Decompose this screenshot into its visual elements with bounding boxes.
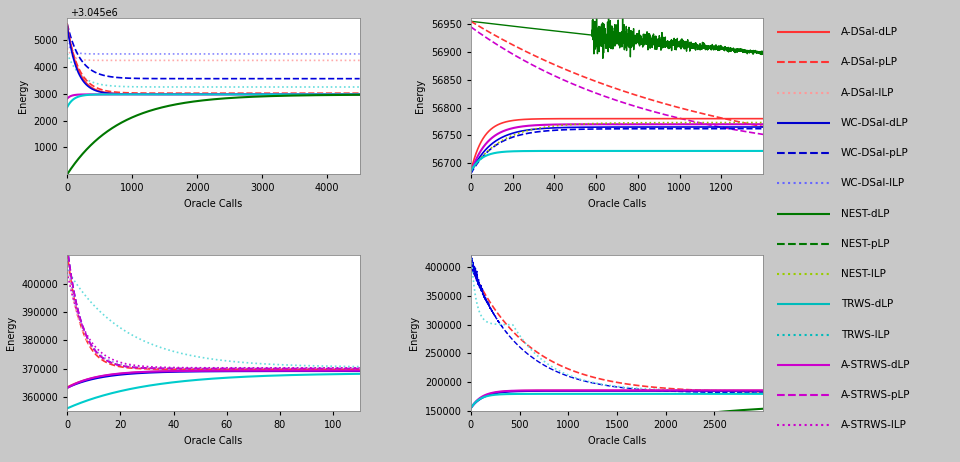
Text: TRWS-dLP: TRWS-dLP xyxy=(841,299,894,310)
Text: A-STRWS-pLP: A-STRWS-pLP xyxy=(841,390,910,400)
X-axis label: Oracle Calls: Oracle Calls xyxy=(184,436,243,446)
Text: A-STRWS-ILP: A-STRWS-ILP xyxy=(841,420,907,431)
Y-axis label: Energy: Energy xyxy=(409,316,420,350)
Text: WC-DSal-ILP: WC-DSal-ILP xyxy=(841,178,905,188)
Text: TRWS-ILP: TRWS-ILP xyxy=(841,329,890,340)
X-axis label: Oracle Calls: Oracle Calls xyxy=(184,199,243,209)
Text: WC-DSal-pLP: WC-DSal-pLP xyxy=(841,148,909,158)
Text: A-DSal-dLP: A-DSal-dLP xyxy=(841,27,898,37)
X-axis label: Oracle Calls: Oracle Calls xyxy=(588,436,646,446)
X-axis label: Oracle Calls: Oracle Calls xyxy=(588,199,646,209)
Text: NEST-ILP: NEST-ILP xyxy=(841,269,886,279)
Text: A-DSal-pLP: A-DSal-pLP xyxy=(841,57,898,67)
Text: A-DSal-ILP: A-DSal-ILP xyxy=(841,87,895,97)
Text: A-STRWS-dLP: A-STRWS-dLP xyxy=(841,360,910,370)
Y-axis label: Energy: Energy xyxy=(6,316,15,350)
Text: WC-DSal-dLP: WC-DSal-dLP xyxy=(841,118,909,128)
Text: +3.045e6: +3.045e6 xyxy=(70,8,118,18)
Text: NEST-dLP: NEST-dLP xyxy=(841,208,890,219)
Text: NEST-pLP: NEST-pLP xyxy=(841,239,890,249)
Y-axis label: Energy: Energy xyxy=(18,79,28,114)
Y-axis label: Energy: Energy xyxy=(415,79,425,114)
